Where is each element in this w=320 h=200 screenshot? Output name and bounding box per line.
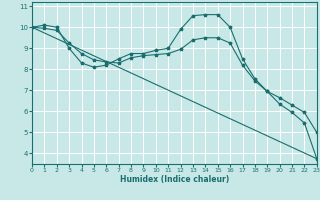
- X-axis label: Humidex (Indice chaleur): Humidex (Indice chaleur): [120, 175, 229, 184]
